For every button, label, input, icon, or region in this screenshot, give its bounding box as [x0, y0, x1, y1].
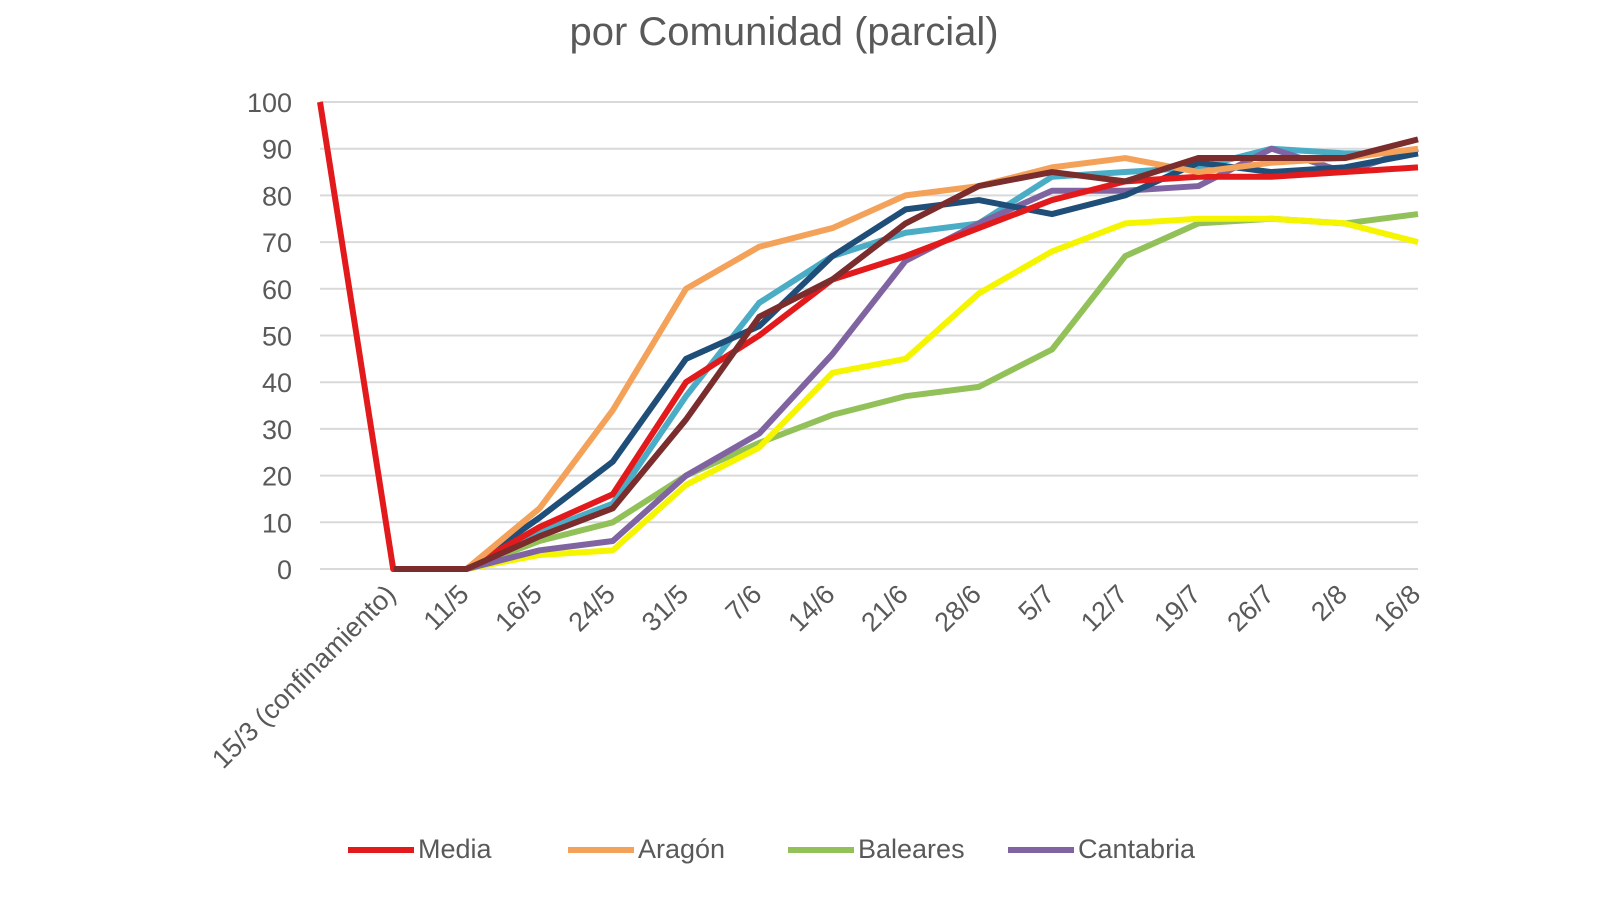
series-line-aragón: [393, 145, 1419, 572]
x-tick-label: 2/8: [1305, 579, 1353, 627]
legend-label: Aragón: [638, 834, 726, 864]
legend-swatch: [348, 846, 414, 853]
y-tick-label: 80: [262, 181, 292, 211]
y-tick-label: 100: [247, 88, 292, 118]
y-tick-label: 40: [262, 368, 292, 398]
legend-label: Media: [418, 834, 492, 864]
x-tick-label: 21/6: [855, 579, 913, 637]
legend-swatch: [788, 846, 854, 853]
x-tick-label: 24/5: [563, 579, 621, 637]
legend-label: Baleares: [858, 834, 965, 864]
x-tick-label: 16/8: [1368, 579, 1426, 637]
chart-legend: Media Aragón Baleares Cantabria: [348, 834, 1228, 865]
x-tick-label: 28/6: [929, 579, 987, 637]
x-tick-label: 19/7: [1148, 579, 1206, 637]
y-tick-label: 90: [262, 135, 292, 165]
x-tick-label: 26/7: [1221, 579, 1279, 637]
legend-item: Media: [348, 834, 568, 865]
y-tick-label: 10: [262, 508, 292, 538]
series-line-cantabria: [393, 145, 1419, 572]
legend-label: Cantabria: [1078, 834, 1196, 864]
series-line-unlabeled-5: [393, 215, 1419, 572]
x-tick-label: 14/6: [782, 579, 840, 637]
legend-swatch: [1008, 846, 1074, 853]
y-tick-label: 60: [262, 275, 292, 305]
series-line-unlabeled-7: [393, 136, 1419, 572]
y-tick-label: 70: [262, 228, 292, 258]
series-line-unlabeled-6: [393, 150, 1419, 572]
series-line-media: [317, 101, 1419, 572]
y-tick-label: 50: [262, 322, 292, 352]
x-tick-label: 15/3 (confinamiento): [206, 579, 401, 774]
series-line-unlabeled-4: [393, 145, 1418, 572]
y-tick-label: 30: [262, 415, 292, 445]
x-tick-label: 5/7: [1012, 579, 1060, 627]
legend-swatch: [568, 846, 634, 853]
chart-title: por Comunidad (parcial): [569, 10, 999, 54]
x-tick-label: 31/5: [636, 579, 694, 637]
x-tick-label: 12/7: [1075, 579, 1133, 637]
y-tick-label: 20: [262, 462, 292, 492]
legend-item: Aragón: [568, 834, 788, 865]
legend-item: Baleares: [788, 834, 1008, 865]
legend-item: Cantabria: [1008, 834, 1228, 865]
x-tick-label: 16/5: [489, 579, 547, 637]
x-tick-label: 11/5: [418, 579, 475, 636]
x-tick-label: 7/6: [720, 579, 768, 627]
y-tick-label: 0: [277, 555, 292, 585]
